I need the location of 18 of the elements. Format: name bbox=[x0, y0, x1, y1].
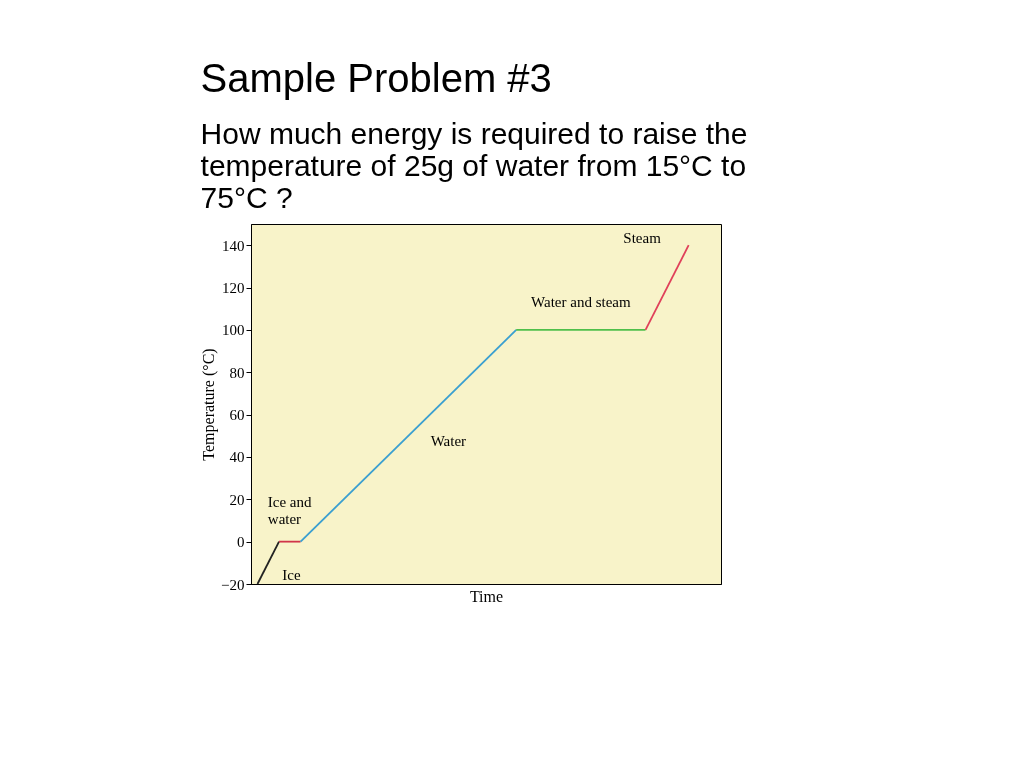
y-tick-label: 100 bbox=[222, 322, 245, 339]
y-tick-label: 60 bbox=[229, 407, 245, 424]
y-tick-label: −20 bbox=[221, 576, 245, 593]
y-tick-label: 40 bbox=[229, 449, 245, 466]
y-tick-label: 120 bbox=[222, 280, 245, 297]
y-tick-label: 140 bbox=[222, 237, 245, 254]
series-label: Ice bbox=[282, 566, 301, 583]
chart-subtitle: How much energy is required to raise the temperature of 25g of water from 15°C to 75°C ? bbox=[200, 117, 748, 214]
y-axis-title: Temperature (°C) bbox=[200, 348, 219, 461]
series-label: Ice and water bbox=[267, 493, 313, 527]
series-label: Water and steam bbox=[531, 293, 631, 310]
chart-title: Sample Problem #3 bbox=[200, 56, 552, 100]
y-tick-label: 20 bbox=[229, 491, 245, 508]
y-tick-label: 0 bbox=[237, 534, 245, 551]
y-tick-label: 80 bbox=[229, 364, 245, 381]
series-label: Steam bbox=[623, 229, 662, 246]
x-axis-title: Time bbox=[469, 587, 504, 605]
series-label: Water bbox=[430, 432, 467, 449]
